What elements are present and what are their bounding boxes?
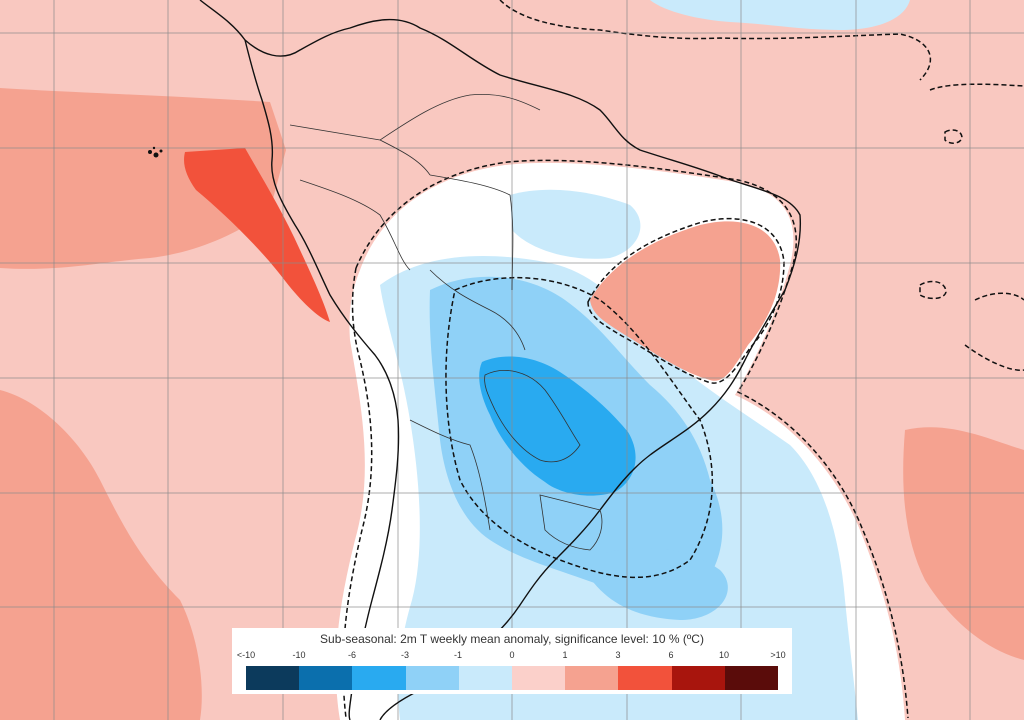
warm-anomaly-pacific-south <box>0 390 202 720</box>
legend-tick-label: 0 <box>509 650 515 660</box>
coastline-west <box>244 39 400 720</box>
legend-swatch <box>405 666 459 690</box>
legend-title: Sub-seasonal: 2m T weekly mean anomaly, … <box>320 632 704 646</box>
cold-anomaly-caribbean <box>650 0 910 30</box>
significance-contour-warm-ne <box>587 218 785 384</box>
legend-tick-label: -1 <box>453 650 463 660</box>
legend-tick-label: >10 <box>770 650 786 660</box>
cold-anomaly-north <box>510 189 641 259</box>
legend-tick-label: 1 <box>562 650 568 660</box>
legend-tick-label: 10 <box>718 650 730 660</box>
warm-anomaly-atlantic-east <box>903 427 1024 660</box>
legend-swatch <box>512 666 566 690</box>
significance-contour-inner <box>445 276 714 578</box>
legend-swatch <box>246 666 300 690</box>
legend-tick-label: -10 <box>292 650 306 660</box>
legend: Sub-seasonal: 2m T weekly mean anomaly, … <box>232 628 792 694</box>
significance-contour-main <box>355 159 909 719</box>
warm-anomaly-pacific-north <box>0 88 286 269</box>
legend-tick-label: 3 <box>615 650 621 660</box>
cold-anomaly-moderate-sea <box>580 548 728 620</box>
legend-swatch <box>352 666 406 690</box>
significance-contour-atlantic-1 <box>929 83 1024 91</box>
legend-swatch <box>724 666 779 690</box>
significance-contour-atlantic-2 <box>964 292 1024 371</box>
significance-contours <box>342 0 1024 719</box>
legend-swatch <box>565 666 619 690</box>
legend-swatch <box>458 666 513 690</box>
significance-contour-west <box>342 267 373 719</box>
warm-anomaly-peru-coast <box>184 148 330 322</box>
legend-swatch <box>671 666 725 690</box>
country-borders <box>289 93 603 551</box>
legend-tick-label: -3 <box>400 650 410 660</box>
significance-contour-small-1 <box>919 280 947 300</box>
legend-tick-label: -6 <box>347 650 357 660</box>
legend-swatch <box>299 666 353 690</box>
cold-anomaly-core <box>479 356 636 496</box>
galapagos-islands <box>148 146 163 158</box>
legend-tick-labels: <-10 -10 -6 -3 -1 0 1 3 6 10 >10 <box>232 650 792 662</box>
legend-swatch <box>618 666 672 690</box>
legend-tick-label: 6 <box>668 650 674 660</box>
legend-tick-label: <-10 <box>236 650 256 660</box>
legend-color-bar <box>246 666 779 690</box>
significance-contour-caribbean <box>499 0 931 81</box>
coastline-south-america <box>199 0 802 720</box>
warm-anomaly-brazil-ne <box>590 221 781 381</box>
